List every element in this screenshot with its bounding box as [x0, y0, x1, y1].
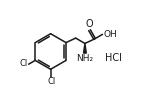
Text: Cl: Cl [48, 77, 56, 86]
Polygon shape [84, 43, 86, 53]
Text: OH: OH [103, 30, 117, 39]
Text: NH₂: NH₂ [76, 54, 93, 63]
Text: Cl: Cl [20, 59, 28, 68]
Text: O: O [85, 19, 93, 29]
Text: HCl: HCl [105, 53, 122, 63]
